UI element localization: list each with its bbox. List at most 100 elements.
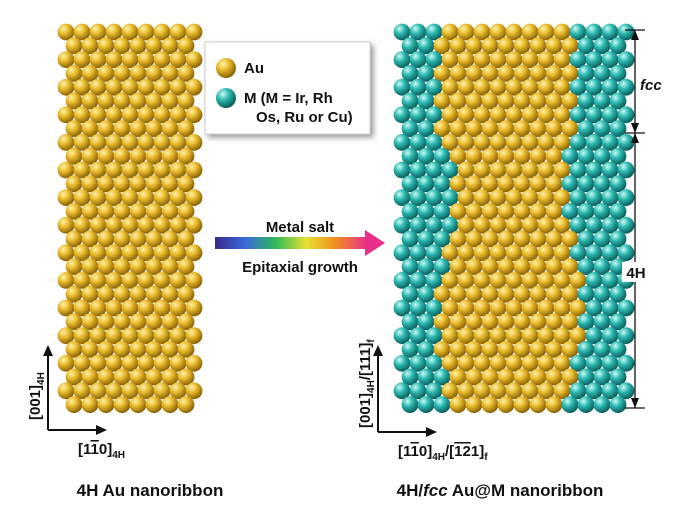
atom xyxy=(185,106,203,124)
atom xyxy=(601,299,619,317)
atom xyxy=(433,313,451,331)
atoms xyxy=(57,23,635,413)
atom xyxy=(137,134,155,151)
atom xyxy=(121,216,139,234)
atom xyxy=(65,230,83,248)
atom xyxy=(593,368,611,386)
atom xyxy=(89,78,107,96)
atom xyxy=(561,368,579,386)
atom xyxy=(177,147,195,165)
atom xyxy=(481,147,499,165)
atom xyxy=(409,272,427,289)
atom xyxy=(137,354,155,372)
atom xyxy=(617,23,635,41)
atom xyxy=(505,106,523,124)
atom xyxy=(529,92,547,110)
atom xyxy=(561,120,579,137)
atom xyxy=(465,37,483,55)
atom xyxy=(481,92,499,110)
atom xyxy=(65,396,83,413)
atom xyxy=(577,285,595,303)
atom xyxy=(425,134,443,151)
atom xyxy=(601,244,619,262)
atom xyxy=(129,37,147,55)
atom xyxy=(465,203,483,220)
atom xyxy=(169,216,187,234)
atom xyxy=(177,258,195,275)
atom xyxy=(137,299,155,317)
atom xyxy=(537,161,555,179)
atom xyxy=(113,92,131,110)
atom xyxy=(441,51,459,68)
atom xyxy=(145,175,163,193)
atom xyxy=(113,120,131,137)
atom xyxy=(553,106,571,124)
atom xyxy=(113,285,131,303)
atom xyxy=(393,189,411,207)
atom xyxy=(473,78,491,96)
atom xyxy=(393,161,411,179)
atom xyxy=(513,65,531,82)
atom xyxy=(65,120,83,137)
atom xyxy=(553,161,571,179)
atom xyxy=(177,65,195,82)
atom xyxy=(409,106,427,124)
atom xyxy=(617,106,635,124)
atom xyxy=(585,189,603,207)
atom xyxy=(161,230,179,248)
atom xyxy=(513,285,531,303)
atom xyxy=(401,92,419,110)
atom xyxy=(89,354,107,372)
atom xyxy=(73,216,91,234)
atom xyxy=(481,65,499,82)
atom xyxy=(169,299,187,317)
atom xyxy=(153,244,171,262)
label-part: /[111] xyxy=(357,343,374,381)
atom xyxy=(585,244,603,262)
atom xyxy=(57,244,75,262)
atom xyxy=(601,23,619,41)
atom xyxy=(593,37,611,55)
atom xyxy=(569,327,587,344)
atom xyxy=(585,299,603,317)
atom xyxy=(121,106,139,124)
atom xyxy=(89,272,107,289)
atom xyxy=(113,368,131,386)
atom xyxy=(521,51,539,68)
atom xyxy=(609,92,627,110)
atom xyxy=(409,216,427,234)
atom xyxy=(81,175,99,193)
atom xyxy=(521,106,539,124)
atom xyxy=(481,313,499,331)
atom xyxy=(393,244,411,262)
atom xyxy=(601,327,619,344)
atom xyxy=(553,216,571,234)
atom xyxy=(65,92,83,110)
atom xyxy=(425,189,443,207)
atom xyxy=(505,51,523,68)
atom xyxy=(441,161,459,179)
atom xyxy=(129,285,147,303)
atom xyxy=(433,65,451,82)
atom xyxy=(609,203,627,220)
atom xyxy=(97,313,115,331)
atom xyxy=(497,313,515,331)
atom xyxy=(513,230,531,248)
atom xyxy=(497,258,515,275)
label-part: 1 xyxy=(411,443,419,460)
atom xyxy=(161,37,179,55)
atom xyxy=(105,134,123,151)
atom xyxy=(129,175,147,193)
atom xyxy=(521,189,539,207)
atom xyxy=(473,189,491,207)
atom xyxy=(561,341,579,358)
atom xyxy=(153,327,171,344)
caption: 4H Au nanoribbon xyxy=(77,481,224,500)
atom xyxy=(417,65,435,82)
atom xyxy=(145,341,163,358)
atom xyxy=(425,78,443,96)
atom xyxy=(449,368,467,386)
atom xyxy=(393,299,411,317)
atom xyxy=(593,285,611,303)
